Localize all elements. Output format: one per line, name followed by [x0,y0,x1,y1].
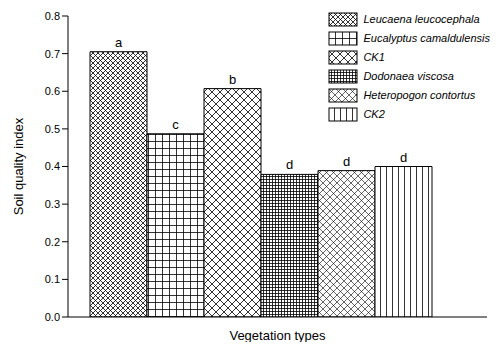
svg-text:Vegetation types: Vegetation types [229,328,326,342]
svg-text:a: a [115,35,123,50]
html-text:Leucaena leucocephala: Leucaena leucocephala [363,13,480,25]
svg-text:c: c [172,117,179,132]
svg-text:0.7: 0.7 [45,48,60,60]
html-text:Eucalyptus camaldulensis: Eucalyptus camaldulensis [363,32,490,44]
svg-text:d: d [286,157,293,172]
html-text:Heteropogon contortus: Heteropogon contortus [363,89,476,101]
html-text:Dodonaea viscosa: Dodonaea viscosa [363,70,454,82]
svg-text:0.5: 0.5 [45,123,60,135]
svg-text:0.1: 0.1 [45,273,60,285]
html-text:CK1: CK1 [363,51,385,63]
svg-text:0.8: 0.8 [45,10,60,22]
svg-text:0.2: 0.2 [45,236,60,248]
svg-text:d: d [343,154,350,169]
svg-text:Soil quality index: Soil quality index [11,117,26,215]
svg-text:0.0: 0.0 [45,311,60,323]
svg-text:0.4: 0.4 [45,160,60,172]
svg-text:0.3: 0.3 [45,198,60,210]
svg-text:0.6: 0.6 [45,85,60,97]
html-text:CK2: CK2 [363,108,385,120]
svg-text:b: b [229,72,236,87]
svg-text:d: d [400,150,407,165]
